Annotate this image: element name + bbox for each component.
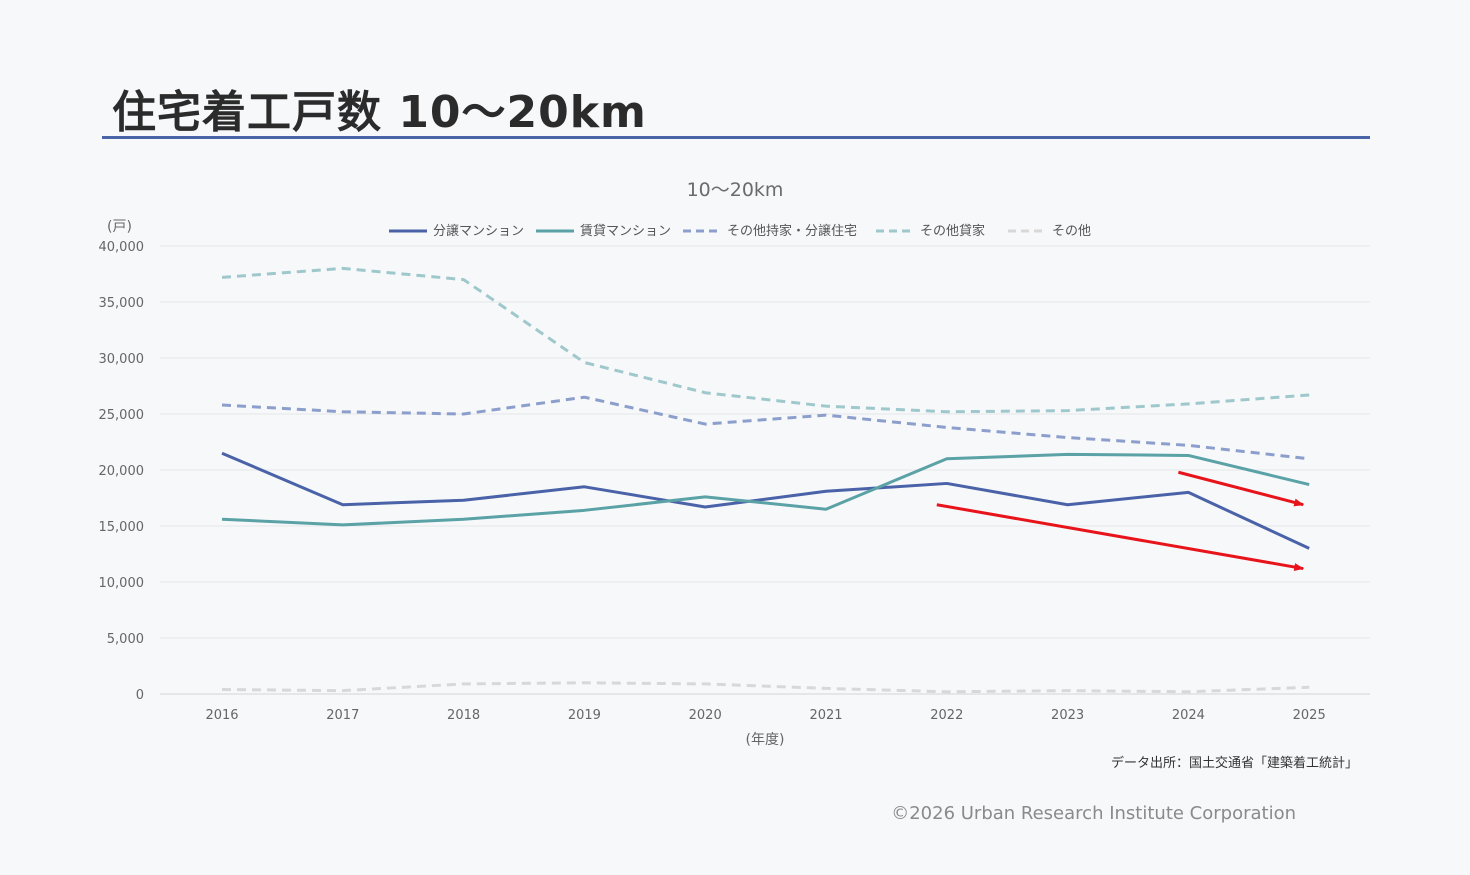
y-axis-label: (戸) [107,219,132,235]
legend-item: その他 [1008,224,1091,239]
x-axis-label: (年度) [746,732,785,748]
y-tick-label: 20,000 [99,464,145,479]
legend-label: その他 [1052,224,1091,239]
x-tick-label: 2017 [326,708,359,723]
y-tick-label: 10,000 [99,576,145,591]
x-tick-label: 2018 [447,708,480,723]
legend-item: 分譲マンション [389,223,524,239]
x-tick-label: 2019 [568,708,601,723]
series-line [221,395,1310,461]
x-tick-label: 2021 [809,708,842,723]
y-tick-label: 30,000 [99,352,145,367]
trend-arrow [1178,470,1305,507]
page-title: 住宅着工戸数 10～20km [112,87,647,138]
x-tick-label: 2024 [1172,708,1205,723]
legend-item: その他貸家 [876,223,985,239]
legend-item: その他持家・分譲住宅 [683,223,857,239]
series-line [221,681,1310,694]
legend-label: 賃貸マンション [580,223,671,239]
series-line [221,452,1310,527]
y-tick-label: 0 [136,688,144,703]
y-tick-label: 5,000 [107,632,144,647]
x-tick-label: 2020 [689,708,722,723]
series-line [221,451,1310,550]
chart-title: 10～20km [687,179,784,201]
data-source-note: データ出所：国土交通省「建築着工統計」 [1110,756,1358,771]
trend-arrow [936,503,1305,571]
copyright-notice: ©2026 Urban Research Institute Corporati… [891,803,1296,824]
series-line [221,266,1310,414]
x-tick-label: 2025 [1293,708,1326,723]
legend-label: 分譲マンション [433,223,524,239]
legend-label: その他持家・分譲住宅 [727,223,857,239]
y-tick-label: 15,000 [99,520,145,535]
x-tick-label: 2022 [930,708,963,723]
legend-item: 賃貸マンション [536,223,671,239]
x-tick-label: 2023 [1051,708,1084,723]
y-tick-label: 40,000 [99,240,145,255]
y-tick-label: 35,000 [99,296,145,311]
legend-label: その他貸家 [920,223,985,239]
x-tick-label: 2016 [205,708,238,723]
title-divider [102,136,1370,139]
y-tick-label: 25,000 [99,408,145,423]
